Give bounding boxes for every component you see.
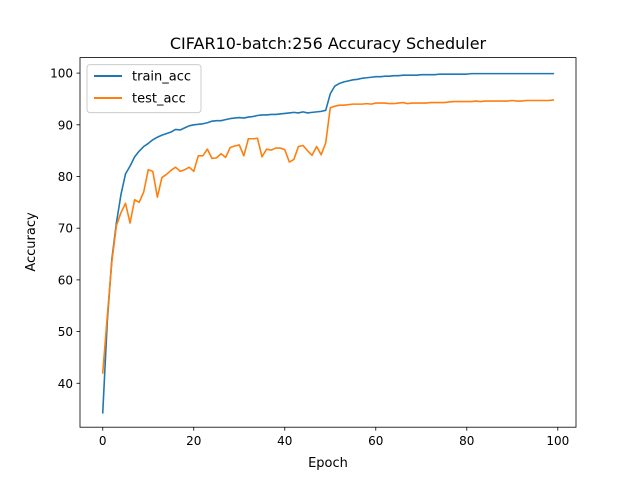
x-tick-label: 100 [546, 434, 569, 448]
plot-area [101, 72, 555, 414]
series-line-train-acc [101, 72, 555, 414]
x-tick-label: 0 [99, 434, 107, 448]
y-tick-label: 60 [58, 273, 73, 287]
x-axis: 0 20 40 60 80 100 [99, 427, 569, 448]
x-axis-label: Epoch [308, 456, 348, 471]
series-line-test-acc [101, 99, 555, 374]
y-tick-label: 40 [58, 377, 73, 391]
plot-frame [79, 57, 577, 428]
y-tick-label: 100 [50, 67, 73, 81]
y-tick-label: 90 [58, 118, 73, 132]
chart-title: CIFAR10-batch:256 Accuracy Scheduler [170, 34, 487, 53]
y-tick-label: 70 [58, 222, 73, 236]
x-tick-label: 60 [368, 434, 383, 448]
y-axis-label: Accuracy [24, 212, 39, 272]
legend: train_acc test_acc [86, 64, 202, 114]
legend-label-test-acc: test_acc [132, 92, 186, 107]
x-tick-label: 40 [277, 434, 292, 448]
legend-label-train-acc: train_acc [132, 70, 191, 85]
y-axis: 40 50 60 70 80 90 100 [50, 67, 80, 391]
y-tick-label: 80 [58, 170, 73, 184]
x-tick-label: 80 [459, 434, 474, 448]
y-tick-label: 50 [58, 325, 73, 339]
x-tick-label: 20 [186, 434, 201, 448]
